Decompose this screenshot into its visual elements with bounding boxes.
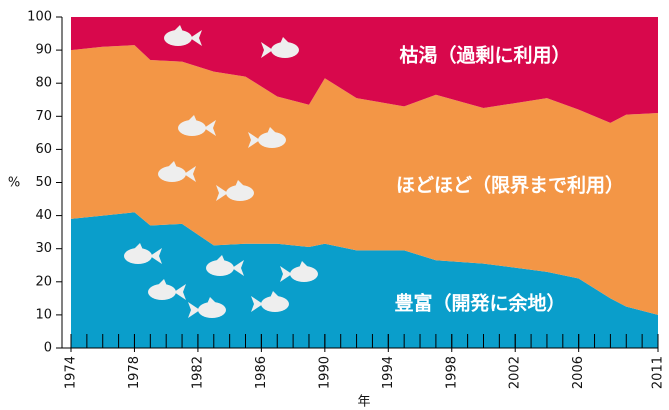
y-tick-label: 70 xyxy=(35,109,52,124)
fish-fin xyxy=(134,243,143,250)
x-axis-label: 年 xyxy=(357,395,370,410)
y-tick-label: 30 xyxy=(35,241,52,256)
fish xyxy=(188,297,226,318)
fish-tail xyxy=(216,185,228,201)
x-tick-label: 1994 xyxy=(381,356,396,389)
fish-fin xyxy=(280,37,289,44)
fish xyxy=(280,261,318,282)
fish xyxy=(248,127,286,148)
fish-fin xyxy=(188,115,197,122)
fish-fin xyxy=(235,180,244,187)
fish-body xyxy=(158,166,186,182)
fish-body xyxy=(164,30,192,46)
fish xyxy=(148,279,186,300)
fish-tail xyxy=(190,30,202,46)
fish xyxy=(261,37,299,58)
fish xyxy=(158,161,196,182)
fish-fin xyxy=(174,25,183,32)
fish-body xyxy=(258,132,286,148)
area xyxy=(71,45,658,315)
y-tick-label: 100 xyxy=(27,10,52,25)
fish-body xyxy=(226,185,254,201)
fish-fin xyxy=(216,255,225,262)
fish-body xyxy=(206,260,234,276)
fish-fin xyxy=(299,261,308,268)
fish-tail xyxy=(232,260,244,276)
x-tick-label: 2011 xyxy=(651,356,666,389)
y-tick-label: 50 xyxy=(35,175,52,190)
y-tick-label: 80 xyxy=(35,76,52,91)
fish-tail xyxy=(174,284,186,300)
x-tick-label: 2002 xyxy=(508,356,523,389)
fish-body xyxy=(124,248,152,264)
fish-fin xyxy=(168,161,177,168)
fish-tail xyxy=(261,42,273,58)
area xyxy=(71,17,658,123)
fish-tail xyxy=(184,166,196,182)
fish-body xyxy=(148,284,176,300)
x-tick-label: 1990 xyxy=(317,356,332,389)
x-tick-label: 1986 xyxy=(254,356,269,389)
fish-body xyxy=(178,120,206,136)
y-tick-label: 60 xyxy=(35,142,52,157)
area-label: 枯渇（過剰に利用） xyxy=(399,44,570,67)
fish-tail xyxy=(188,302,200,318)
y-tick-label: 10 xyxy=(35,307,52,322)
area-label: ほどほど（限界まで利用） xyxy=(396,174,624,197)
fish-tail xyxy=(280,266,292,282)
fish xyxy=(206,255,244,276)
fish-fin xyxy=(270,291,279,298)
fish xyxy=(178,115,216,136)
fish xyxy=(216,180,254,201)
x-tick-label: 1974 xyxy=(64,356,79,389)
y-tick-label: 20 xyxy=(35,274,52,289)
fish-tail xyxy=(251,296,263,312)
y-tick-label: 90 xyxy=(35,43,52,58)
fish xyxy=(124,243,162,264)
fish-body xyxy=(261,296,289,312)
y-axis-label: % xyxy=(8,176,20,191)
fish-fin xyxy=(207,297,216,304)
fish-body xyxy=(290,266,318,282)
y-tick-label: 40 xyxy=(35,208,52,223)
fish-icons xyxy=(124,25,318,318)
fish-body xyxy=(198,302,226,318)
area-label: 豊富（開発に余地） xyxy=(394,292,565,315)
fish xyxy=(251,291,289,312)
fish-fin xyxy=(158,279,167,286)
fish-tail xyxy=(150,248,162,264)
fish-tail xyxy=(204,120,216,136)
x-tick-label: 2006 xyxy=(571,356,586,389)
x-tick-label: 1982 xyxy=(190,356,205,389)
fish-tail xyxy=(248,132,260,148)
fish-fin xyxy=(267,127,276,134)
x-tick-label: 1978 xyxy=(127,356,142,389)
fish-body xyxy=(271,42,299,58)
y-tick-label: 0 xyxy=(44,341,52,356)
x-tick-label: 1998 xyxy=(444,356,459,389)
fish xyxy=(164,25,202,46)
